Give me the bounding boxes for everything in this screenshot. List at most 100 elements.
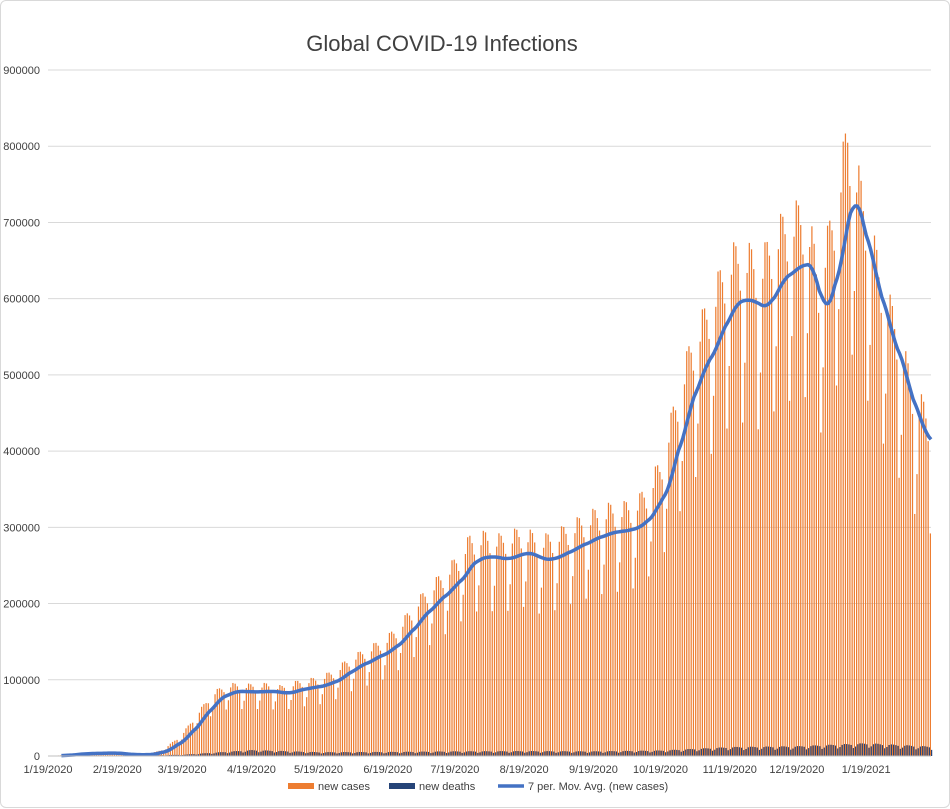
new-cases-bar	[738, 264, 739, 756]
new-deaths-bar	[620, 752, 621, 756]
new-cases-bar	[735, 246, 736, 756]
new-deaths-bar	[886, 747, 887, 756]
new-deaths-bar	[799, 746, 800, 756]
new-cases-bar	[492, 611, 493, 756]
new-deaths-bar	[656, 750, 657, 756]
new-cases-bar	[530, 530, 531, 756]
new-deaths-bar	[437, 751, 438, 756]
new-cases-bar	[650, 542, 651, 756]
new-cases-bar	[887, 316, 888, 756]
new-cases-bar	[474, 555, 475, 756]
new-cases-bar	[860, 181, 861, 756]
new-cases-bar	[261, 688, 262, 756]
new-deaths-bar	[535, 751, 536, 756]
new-deaths-bar	[830, 745, 831, 756]
new-cases-bar	[577, 517, 578, 756]
legend-label-1: new deaths	[419, 781, 476, 793]
new-deaths-bar	[922, 746, 923, 756]
x-tick-label: 7/19/2020	[430, 764, 479, 776]
new-cases-bar	[610, 505, 611, 756]
new-deaths-bar	[607, 751, 608, 756]
new-deaths-bar	[249, 750, 250, 756]
new-deaths-bar	[374, 752, 375, 756]
new-cases-bar	[601, 594, 602, 756]
new-deaths-bar	[276, 752, 277, 756]
new-deaths-bar	[732, 747, 733, 756]
new-deaths-bar	[893, 745, 894, 756]
new-deaths-bar	[737, 747, 738, 756]
new-cases-bar	[552, 553, 553, 756]
new-cases-bar	[183, 733, 184, 756]
new-cases-bar	[393, 634, 394, 756]
x-tick-label: 9/19/2020	[569, 764, 618, 776]
y-tick-label: 700000	[3, 217, 40, 229]
new-cases-bar	[784, 234, 785, 756]
new-cases-bar	[201, 707, 202, 756]
new-cases-bar	[322, 694, 323, 756]
new-deaths-bar	[826, 746, 827, 756]
new-deaths-bar	[359, 752, 360, 756]
new-deaths-bar	[388, 752, 389, 756]
new-deaths-bar	[265, 750, 266, 756]
new-deaths-bar	[636, 752, 637, 756]
new-deaths-bar	[412, 752, 413, 756]
new-cases-bar	[510, 584, 511, 756]
new-deaths-bar	[231, 752, 232, 756]
new-deaths-bar	[327, 752, 328, 756]
new-deaths-bar	[790, 750, 791, 756]
new-cases-bar	[816, 274, 817, 756]
new-deaths-bar	[573, 752, 574, 756]
new-deaths-bar	[828, 745, 829, 756]
new-cases-bar	[281, 686, 282, 756]
new-deaths-bar	[900, 749, 901, 756]
new-cases-bar	[246, 688, 247, 756]
new-cases-bar	[539, 614, 540, 756]
new-cases-bar	[243, 701, 244, 756]
new-cases-bar	[333, 678, 334, 756]
new-cases-bar	[525, 581, 526, 756]
new-cases-bar	[673, 407, 674, 756]
new-deaths-bar	[502, 751, 503, 756]
new-cases-bar	[914, 514, 915, 756]
new-deaths-bar	[517, 751, 518, 756]
new-deaths-bar	[647, 751, 648, 756]
new-deaths-bar	[504, 751, 505, 756]
new-cases-bar	[856, 192, 857, 756]
x-tick-label: 8/19/2020	[500, 764, 549, 776]
new-cases-bar	[402, 627, 403, 756]
new-deaths-bar	[251, 750, 252, 756]
new-deaths-bar	[558, 752, 559, 756]
new-deaths-bar	[694, 749, 695, 756]
new-cases-bar	[836, 386, 837, 756]
new-cases-bar	[898, 478, 899, 756]
new-cases-bar	[241, 709, 242, 756]
new-cases-bar	[621, 517, 622, 756]
new-deaths-bar	[580, 751, 581, 756]
new-cases-bar	[744, 363, 745, 756]
new-cases-bar	[387, 643, 388, 756]
new-deaths-bar	[363, 752, 364, 756]
new-cases-bar	[800, 225, 801, 756]
new-cases-bar	[733, 242, 734, 756]
new-cases-bar	[713, 396, 714, 756]
new-cases-bar	[646, 509, 647, 756]
new-deaths-bar	[813, 745, 814, 756]
new-deaths-bar	[904, 746, 905, 756]
new-cases-bar	[896, 359, 897, 756]
new-cases-bar	[684, 384, 685, 756]
new-deaths-bar	[466, 752, 467, 756]
new-cases-bar	[632, 588, 633, 756]
new-deaths-bar	[806, 749, 807, 756]
new-cases-bar	[805, 397, 806, 756]
new-cases-bar	[700, 342, 701, 756]
new-deaths-bar	[318, 753, 319, 756]
new-cases-bar	[711, 454, 712, 756]
new-deaths-bar	[600, 752, 601, 756]
new-cases-bar	[480, 545, 481, 756]
new-deaths-bar	[846, 744, 847, 756]
new-cases-bar	[185, 728, 186, 756]
new-cases-bar	[867, 401, 868, 756]
new-deaths-bar	[781, 746, 782, 756]
new-deaths-bar	[278, 751, 279, 756]
